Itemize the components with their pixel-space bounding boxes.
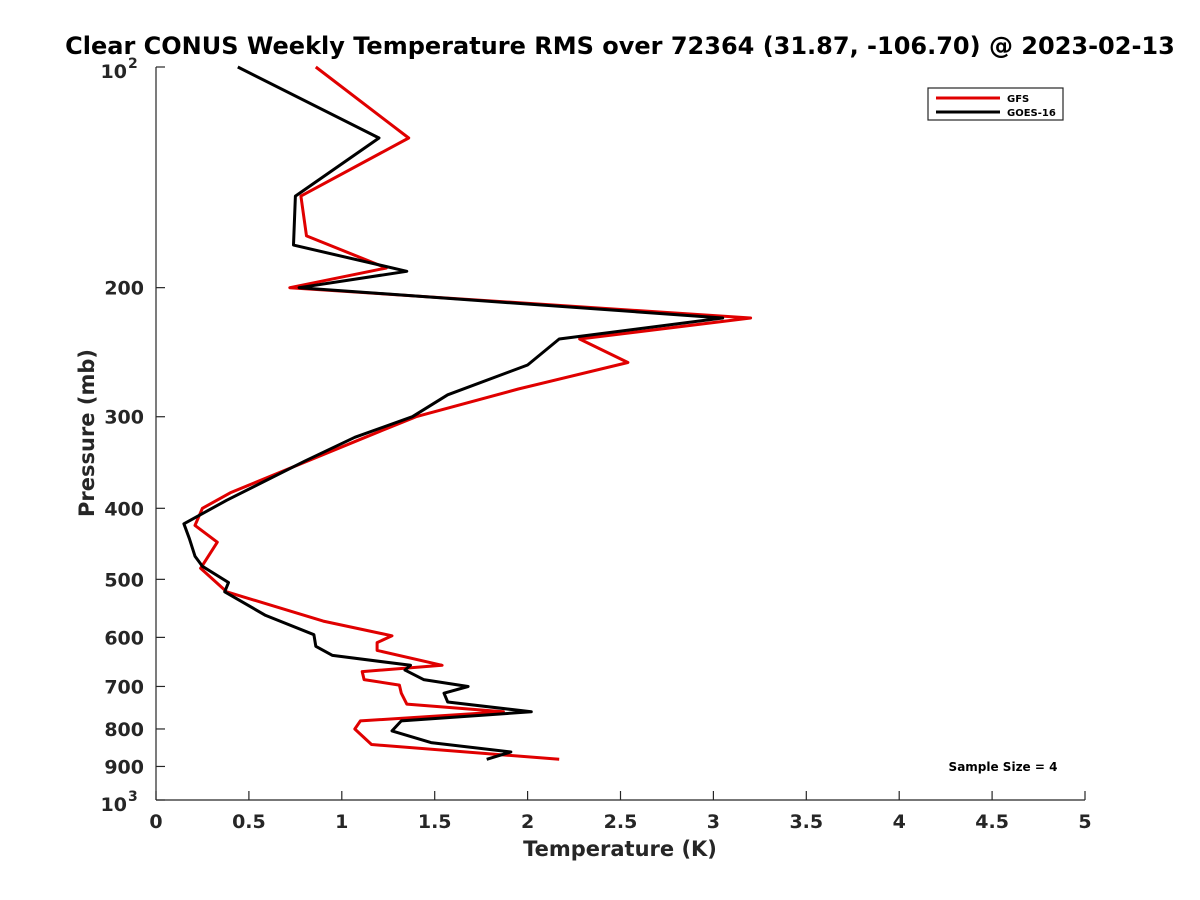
- y-tick-base: 10: [101, 61, 127, 83]
- x-tick-label: 3: [707, 811, 720, 833]
- y-tick-exponent: 3: [128, 789, 138, 805]
- legend: GFS GOES-16: [927, 87, 1064, 121]
- legend-label: GFS: [1007, 94, 1029, 105]
- x-tick-label: 5: [1078, 811, 1091, 833]
- y-tick-label: 600: [104, 627, 144, 649]
- sample-size-annotation: Sample Size = 4: [949, 760, 1058, 774]
- x-tick-label: 4: [893, 811, 906, 833]
- x-tick-label: 2: [521, 811, 534, 833]
- y-tick-label: 300: [104, 407, 144, 429]
- x-axis: 0 0.5 1 1.5 2 2.5 3 3.5 4 4.5 5: [149, 791, 1092, 833]
- x-tick-label: 1: [335, 811, 348, 833]
- y-tick-exponent: 2: [128, 56, 138, 72]
- x-tick-label: 4.5: [975, 811, 1009, 833]
- legend-box: [927, 87, 1064, 121]
- x-axis-label: Temperature (K): [523, 837, 717, 861]
- y-tick-label: 700: [104, 676, 144, 698]
- series-line-goes-16: [182, 65, 725, 761]
- y-tick-label: 10 3: [101, 789, 138, 816]
- plot-area: [182, 65, 753, 761]
- y-tick-label: 400: [104, 498, 144, 520]
- x-tick-label: 1.5: [418, 811, 452, 833]
- x-tick-label: 0.5: [232, 811, 266, 833]
- chart-title: Clear CONUS Weekly Temperature RMS over …: [65, 32, 1175, 60]
- legend-label: GOES-16: [1007, 108, 1056, 119]
- y-tick-label: 900: [104, 756, 144, 778]
- y-tick-label: 800: [104, 719, 144, 741]
- x-tick-label: 0: [149, 811, 162, 833]
- y-tick-label: 10 2: [101, 56, 138, 83]
- y-axis-label: Pressure (mb): [75, 349, 99, 517]
- y-tick-label: 200: [104, 278, 144, 300]
- x-tick-label: 2.5: [604, 811, 638, 833]
- series-line-gfs: [193, 65, 753, 761]
- y-tick-label: 500: [104, 569, 144, 591]
- y-tick-base: 10: [101, 794, 127, 816]
- x-tick-label: 3.5: [789, 811, 823, 833]
